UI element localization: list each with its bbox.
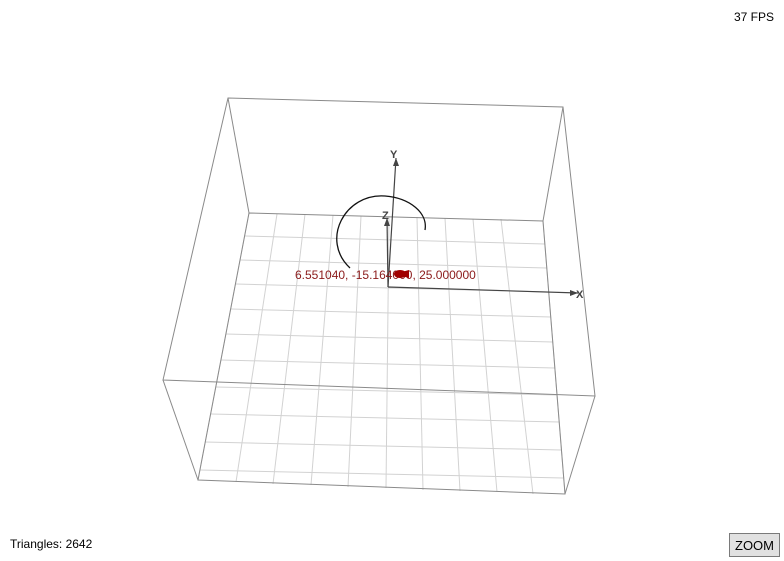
- z-axis-arrow: [384, 218, 390, 226]
- z-axis-line: [386, 217, 389, 288]
- cursor-coordinate-readout: 6.551040, -15.164000, 25.000000: [295, 268, 476, 282]
- triangle-count: Triangles: 2642: [10, 537, 93, 551]
- z-axis-label: Z: [382, 210, 389, 222]
- bounding-box: [162, 97, 596, 495]
- zoom-button[interactable]: ZOOM: [729, 533, 780, 557]
- fps-counter: 37 FPS: [733, 10, 774, 24]
- x-axis-line: [387, 286, 579, 294]
- y-axis-line: [387, 157, 397, 288]
- x-axis-label: X: [576, 289, 584, 301]
- x-axis-arrow: [570, 290, 578, 296]
- floor-grid: [197, 212, 566, 495]
- y-axis-label: Y: [390, 149, 398, 161]
- rotation-arc: [336, 195, 426, 269]
- cursor-marker-icon: [394, 270, 409, 278]
- y-axis-arrow: [393, 158, 399, 166]
- axes-gizmo: [384, 157, 579, 296]
